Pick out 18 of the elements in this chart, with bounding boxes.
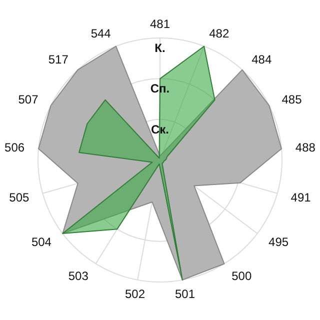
spoke-label: 502 xyxy=(124,286,146,301)
spoke-label: 501 xyxy=(174,286,196,301)
spoke-label: 506 xyxy=(4,140,25,155)
spoke-label: 544 xyxy=(90,26,112,40)
spoke-label: 503 xyxy=(68,268,89,283)
spoke-label: 484 xyxy=(252,52,272,67)
spoke-label: 517 xyxy=(48,52,69,67)
spoke-label: 507 xyxy=(18,92,39,107)
spoke-label: 500 xyxy=(232,268,252,283)
spoke-label: 481 xyxy=(150,17,170,32)
spoke-label: 495 xyxy=(268,235,289,250)
spoke-label: 504 xyxy=(31,235,52,250)
spoke-label: 491 xyxy=(290,190,312,204)
y-tick-label: К. xyxy=(154,41,166,55)
spoke-label: 482 xyxy=(209,26,230,40)
spoke-label: 485 xyxy=(282,92,302,107)
spoke-label: 505 xyxy=(9,190,30,204)
spoke-label: 488 xyxy=(295,140,316,155)
